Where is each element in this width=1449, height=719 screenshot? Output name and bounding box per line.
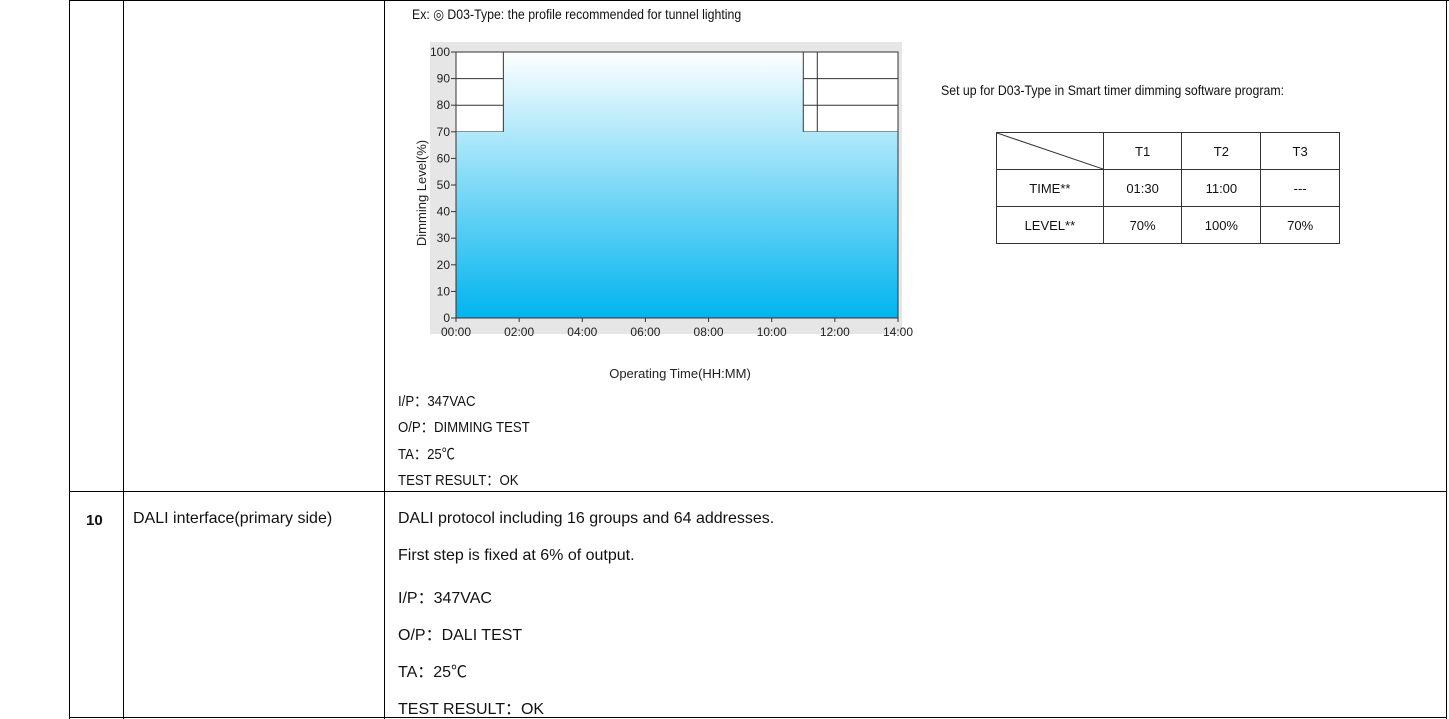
y-tick-label: 70	[437, 125, 451, 139]
chart-title: Ex: ◎ D03-Type: the profile recommended …	[412, 6, 742, 22]
setup-table-cell: 01:30	[1102, 169, 1183, 207]
setup-table-row-label: TIME**	[996, 169, 1104, 207]
x-tick-label: 02:00	[504, 325, 534, 339]
setup-table: T1 T2 T3 TIME** 01:30 11:00 --- LEVEL** …	[996, 132, 1340, 244]
dali-line-protocol: DALI protocol including 16 groups and 64…	[398, 510, 775, 527]
chart-ylabel: Dimming Level(%)	[414, 140, 429, 246]
column-divider-2	[384, 0, 385, 719]
dali-line-ambient: TA：25℃	[398, 664, 468, 681]
x-tick-label: 04:00	[567, 325, 597, 339]
chart-series-area	[456, 52, 898, 318]
y-tick-label: 20	[437, 258, 451, 272]
table-border-top	[69, 0, 1449, 1]
dali-line-result: TEST RESULT：OK	[398, 701, 545, 718]
setup-table-cell: 11:00	[1181, 169, 1262, 207]
setup-table-row-time: TIME** 01:30 11:00 ---	[996, 169, 1340, 207]
x-tick-label: 00:00	[441, 325, 471, 339]
chart-xlabel: Operating Time(HH:MM)	[609, 366, 751, 381]
setup-table-row-label: LEVEL**	[996, 206, 1104, 244]
x-tick-label: 14:00	[883, 325, 913, 339]
test-result-line: TEST RESULT：OK	[398, 472, 519, 489]
y-tick-label: 0	[443, 311, 450, 325]
setup-title: Set up for D03-Type in Smart timer dimmi…	[941, 82, 1285, 98]
test-output-line: O/P：DIMMING TEST	[398, 419, 530, 436]
dimming-chart: 0 10 20 30 40 50 60 70 80 90 100 00:00 02:00 04:00 06…	[414, 42, 913, 381]
setup-table-header-row: T1 T2 T3	[996, 132, 1340, 170]
x-tick-label: 10:00	[757, 325, 787, 339]
setup-table-header-t1: T1	[1102, 132, 1183, 170]
dali-line-input: I/P：347VAC	[398, 590, 492, 607]
table-border-left	[69, 0, 70, 719]
y-tick-label: 90	[437, 72, 451, 86]
x-tick-label: 08:00	[694, 325, 724, 339]
y-tick-label: 100	[430, 45, 450, 59]
setup-table-header-t2: T2	[1181, 132, 1262, 170]
setup-table-row-level: LEVEL** 70% 100% 70%	[996, 206, 1340, 244]
setup-table-cell: ---	[1260, 169, 1340, 207]
setup-table-cell: 70%	[1102, 206, 1183, 244]
dali-line-first-step: First step is fixed at 6% of output.	[398, 547, 635, 564]
y-tick-label: 40	[437, 205, 451, 219]
x-tick-label: 06:00	[630, 325, 660, 339]
setup-table-header-t3: T3	[1260, 132, 1340, 170]
y-tick-label: 10	[437, 284, 451, 298]
row-divider	[69, 491, 1447, 492]
y-tick-label: 50	[437, 178, 451, 192]
column-divider-1	[123, 0, 124, 719]
dali-line-output: O/P：DALI TEST	[398, 627, 523, 644]
setup-table-corner	[996, 132, 1104, 170]
y-tick-label: 60	[437, 151, 451, 165]
row-title: DALI interface(primary side)	[133, 510, 333, 527]
setup-table-cell: 70%	[1260, 206, 1340, 244]
setup-table-cell: 100%	[1181, 206, 1262, 244]
y-tick-label: 80	[437, 98, 451, 112]
table-border-right	[1446, 0, 1447, 719]
row-number: 10	[86, 512, 103, 529]
table-border-bottom	[69, 717, 1447, 718]
test-ambient-line: TA：25℃	[398, 446, 455, 463]
test-input-line: I/P：347VAC	[398, 393, 476, 410]
y-tick-label: 30	[437, 231, 451, 245]
x-tick-label: 12:00	[820, 325, 850, 339]
